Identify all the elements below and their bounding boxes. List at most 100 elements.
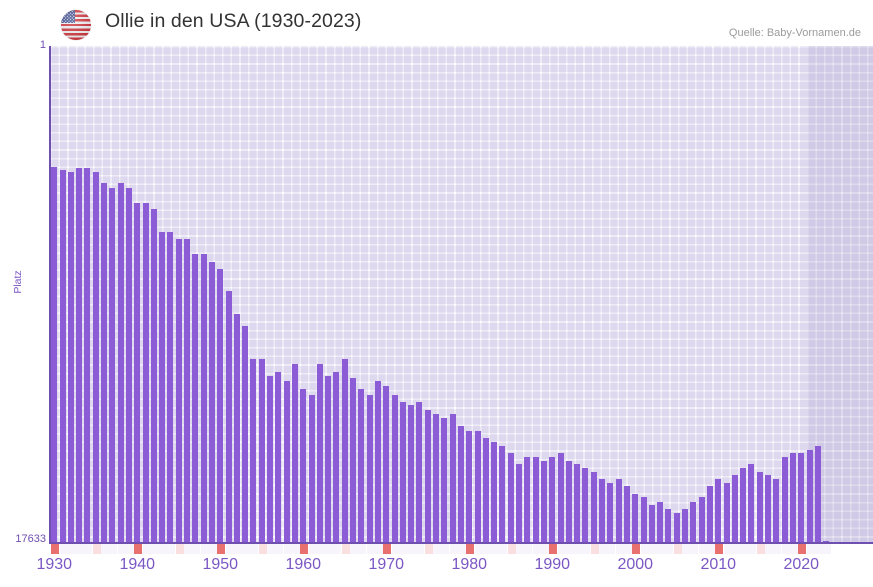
bar-2006[interactable]	[682, 509, 689, 543]
bar-2017[interactable]	[773, 479, 780, 543]
bar-1982[interactable]	[482, 438, 489, 543]
bar-1994[interactable]	[582, 468, 589, 543]
bar-1947[interactable]	[192, 254, 199, 543]
bar-1932[interactable]	[67, 172, 74, 543]
bar-1967[interactable]	[358, 389, 365, 543]
bar-1935[interactable]	[92, 172, 99, 543]
bar-1997[interactable]	[607, 483, 614, 543]
bar-1976[interactable]	[433, 414, 440, 543]
bar-2012[interactable]	[731, 475, 738, 543]
bar-1980[interactable]	[466, 431, 473, 543]
bar-1958[interactable]	[283, 381, 290, 543]
bar-1931[interactable]	[59, 170, 66, 543]
bar-1990[interactable]	[549, 457, 556, 543]
bar-1948[interactable]	[200, 254, 207, 543]
bar-1950[interactable]	[217, 269, 224, 543]
bar-1937[interactable]	[109, 188, 116, 543]
bar-1991[interactable]	[557, 453, 564, 543]
bar-1963[interactable]	[325, 376, 332, 543]
bar-1939[interactable]	[125, 188, 132, 543]
tick-2019	[789, 544, 798, 554]
bar-2008[interactable]	[698, 497, 705, 543]
bar-2014[interactable]	[748, 464, 755, 543]
bar-1941[interactable]	[142, 203, 149, 543]
bar-1981[interactable]	[474, 431, 481, 543]
bar-2019[interactable]	[789, 453, 796, 543]
bar-1993[interactable]	[574, 464, 581, 543]
bar-1959[interactable]	[291, 364, 298, 543]
bar-1992[interactable]	[565, 461, 572, 543]
bar-1974[interactable]	[416, 402, 423, 543]
bar-1998[interactable]	[615, 479, 622, 543]
bar-2005[interactable]	[673, 513, 680, 543]
bar-1943[interactable]	[159, 232, 166, 543]
bar-2018[interactable]	[781, 457, 788, 543]
bar-1938[interactable]	[117, 183, 124, 543]
bar-2010[interactable]	[715, 479, 722, 543]
bar-1942[interactable]	[150, 209, 157, 543]
bar-2004[interactable]	[665, 509, 672, 543]
bar-1995[interactable]	[590, 472, 597, 543]
bar-1986[interactable]	[516, 464, 523, 543]
bar-1956[interactable]	[267, 376, 274, 543]
bar-1961[interactable]	[308, 395, 315, 543]
bar-1951[interactable]	[225, 291, 232, 543]
bar-1968[interactable]	[366, 395, 373, 543]
bar-1985[interactable]	[507, 453, 514, 543]
bar-2020[interactable]	[798, 453, 805, 543]
bar-1979[interactable]	[457, 426, 464, 543]
bar-1996[interactable]	[599, 479, 606, 543]
bar-2009[interactable]	[706, 486, 713, 543]
bar-1933[interactable]	[76, 168, 83, 543]
bar-2001[interactable]	[640, 497, 647, 543]
bar-2016[interactable]	[765, 475, 772, 543]
bar-1949[interactable]	[208, 262, 215, 543]
bar-1972[interactable]	[399, 402, 406, 543]
bar-1970[interactable]	[383, 386, 390, 543]
bar-1955[interactable]	[258, 359, 265, 543]
bar-1965[interactable]	[341, 359, 348, 543]
bar-2011[interactable]	[723, 483, 730, 543]
bar-1940[interactable]	[134, 203, 141, 543]
bar-2002[interactable]	[648, 505, 655, 543]
tick-2011	[723, 544, 732, 554]
tick-1937	[109, 544, 118, 554]
bar-2021[interactable]	[806, 450, 813, 543]
bar-1983[interactable]	[491, 442, 498, 543]
bar-1988[interactable]	[532, 457, 539, 543]
bar-1964[interactable]	[333, 372, 340, 543]
bar-1934[interactable]	[84, 168, 91, 543]
bar-1954[interactable]	[250, 359, 257, 543]
bar-2022[interactable]	[814, 446, 821, 543]
bar-1984[interactable]	[499, 446, 506, 543]
bar-2015[interactable]	[756, 472, 763, 543]
bar-2000[interactable]	[632, 494, 639, 543]
bar-2003[interactable]	[657, 502, 664, 543]
bar-1999[interactable]	[623, 486, 630, 543]
bar-2013[interactable]	[740, 468, 747, 543]
bar-2007[interactable]	[690, 502, 697, 543]
bar-1971[interactable]	[391, 395, 398, 543]
bar-1962[interactable]	[316, 364, 323, 543]
bar-1936[interactable]	[101, 183, 108, 543]
bar-1969[interactable]	[374, 381, 381, 543]
bar-1952[interactable]	[233, 314, 240, 543]
bar-1989[interactable]	[540, 461, 547, 543]
bar-1973[interactable]	[408, 405, 415, 543]
bar-1966[interactable]	[350, 378, 357, 543]
tick-1983	[491, 544, 500, 554]
bar-1946[interactable]	[184, 239, 191, 543]
bar-1987[interactable]	[524, 457, 531, 543]
y-axis-title: Platz	[12, 270, 24, 294]
bar-1978[interactable]	[449, 414, 456, 543]
bar-1960[interactable]	[300, 389, 307, 543]
tick-1993	[574, 544, 583, 554]
bar-1975[interactable]	[424, 410, 431, 543]
bar-1944[interactable]	[167, 232, 174, 543]
bar-1953[interactable]	[242, 326, 249, 543]
tick-1969	[374, 544, 383, 554]
bar-1930[interactable]	[51, 167, 58, 543]
bar-1945[interactable]	[175, 239, 182, 543]
bar-1977[interactable]	[441, 418, 448, 543]
bar-1957[interactable]	[275, 372, 282, 543]
